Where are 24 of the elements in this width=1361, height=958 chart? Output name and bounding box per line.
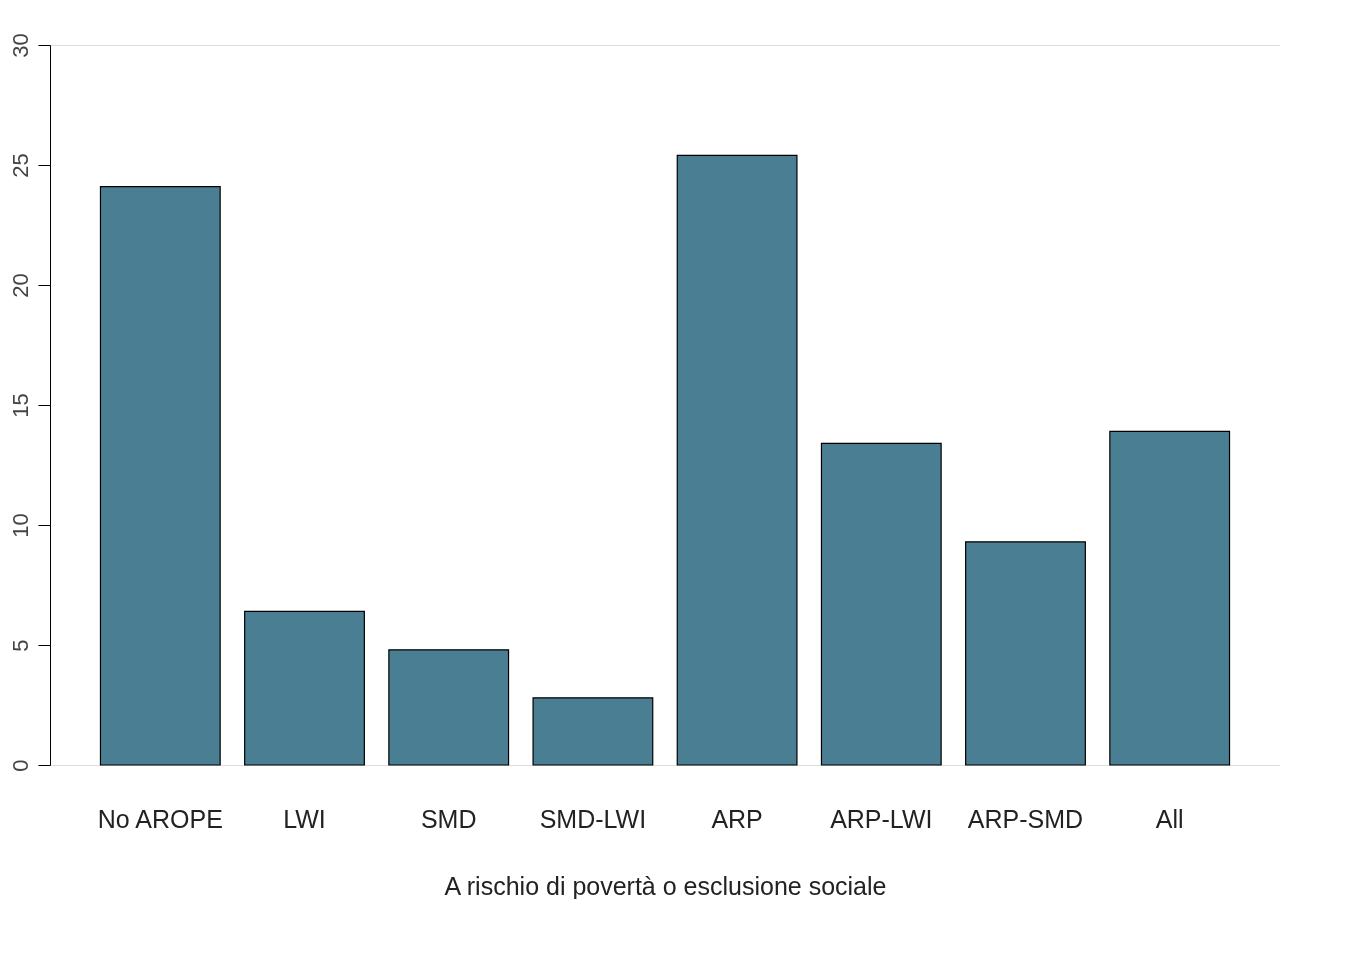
y-tick-label: 5	[7, 639, 33, 652]
bar	[244, 610, 365, 766]
x-tick-label: No AROPE	[97, 804, 223, 833]
y-tick-label: 15	[7, 393, 33, 418]
x-tick-label: ARP	[711, 804, 763, 833]
bar	[676, 154, 798, 766]
x-tick-label: SMD	[420, 804, 477, 833]
bar	[99, 186, 221, 766]
y-tick-label: 20	[7, 273, 33, 298]
x-tick-label: ARP-LWI	[830, 804, 933, 833]
bar	[532, 697, 654, 766]
x-axis-title: A rischio di povertà o esclusione sociale	[444, 871, 887, 900]
y-tick-label: 10	[7, 513, 33, 538]
bar	[820, 442, 942, 766]
x-tick-label: All	[1155, 804, 1184, 833]
bar	[1109, 430, 1231, 766]
bar	[965, 541, 1086, 766]
y-tick-label: 30	[7, 33, 33, 58]
bar	[388, 649, 510, 766]
y-tick-label: 0	[7, 759, 33, 772]
x-tick-label: ARP-SMD	[967, 804, 1084, 833]
x-tick-label: SMD-LWI	[539, 804, 647, 833]
y-tick-label: 25	[7, 153, 33, 178]
x-tick-label: LWI	[283, 804, 326, 833]
